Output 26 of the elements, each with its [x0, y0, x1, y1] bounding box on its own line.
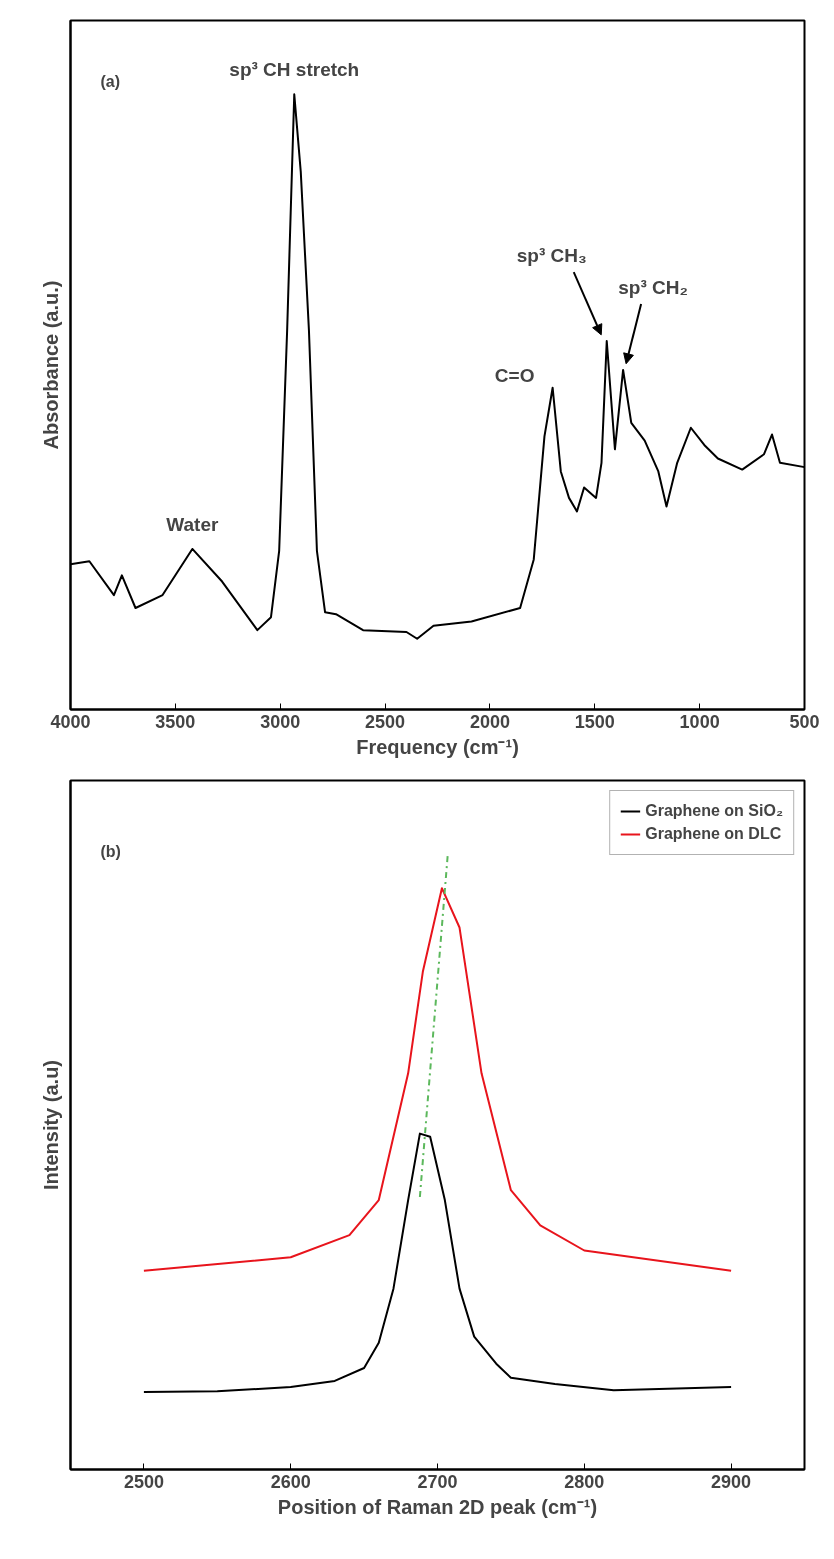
- x-tick-label: 4000: [50, 711, 91, 732]
- x-tick-label: 2600: [270, 1471, 311, 1492]
- annotation: Water: [166, 513, 219, 535]
- annotation: sp³ CH stretch: [229, 59, 360, 81]
- x-axis-title: Frequency (cm⁻¹): [356, 735, 519, 758]
- x-tick-label: 2500: [365, 711, 406, 732]
- x-tick-label: 1500: [574, 711, 615, 732]
- x-tick-label: 2800: [564, 1471, 605, 1492]
- x-tick-label: 2000: [469, 711, 510, 732]
- x-tick-label: 1000: [679, 711, 720, 732]
- annotation: sp³ CH₂: [618, 276, 688, 298]
- annotation: C=O: [494, 364, 535, 386]
- text: (a): [100, 72, 121, 90]
- x-tick-label: 2500: [123, 1471, 164, 1492]
- y-axis-title: Intensity (a.u): [39, 1059, 62, 1190]
- annotation: (b): [100, 842, 121, 860]
- x-tick-label: 500: [789, 711, 820, 732]
- x-tick-label: 2900: [711, 1471, 752, 1492]
- x-tick-label: 3000: [260, 711, 301, 732]
- x-axis-title: Position of Raman 2D peak (cm⁻¹): [277, 1495, 598, 1518]
- x-tick-label: 3500: [155, 711, 196, 732]
- y-axis-title: Absorbance (a.u.): [39, 280, 62, 450]
- legend-label: Graphene on DLC: [645, 825, 782, 843]
- legend-label: Graphene on SiO₂: [645, 802, 783, 820]
- annotation: sp³ CH₃: [516, 245, 587, 267]
- x-tick-label: 2700: [417, 1471, 458, 1492]
